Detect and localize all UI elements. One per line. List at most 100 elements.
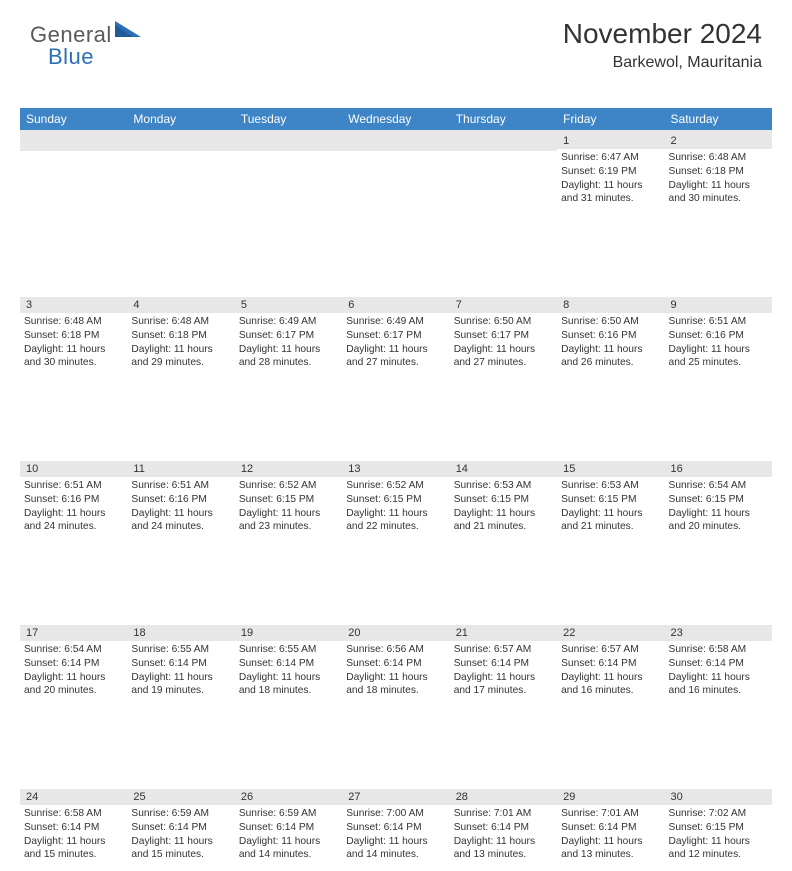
calendar-cell bbox=[450, 133, 557, 215]
day-body: Sunrise: 6:53 AMSunset: 6:15 PMDaylight:… bbox=[557, 477, 664, 534]
day-body: Sunrise: 6:57 AMSunset: 6:14 PMDaylight:… bbox=[450, 641, 557, 698]
title-location: Barkewol, Mauritania bbox=[563, 54, 762, 72]
day-header: Friday bbox=[557, 108, 664, 130]
calendar-cell: 16Sunrise: 6:54 AMSunset: 6:15 PMDayligh… bbox=[665, 461, 772, 543]
calendar-cell: 24Sunrise: 6:58 AMSunset: 6:14 PMDayligh… bbox=[20, 789, 127, 871]
day-body: Sunrise: 7:00 AMSunset: 6:14 PMDaylight:… bbox=[342, 805, 449, 862]
day-number: 18 bbox=[127, 625, 234, 641]
day-header: Thursday bbox=[450, 108, 557, 130]
day-body: Sunrise: 6:48 AMSunset: 6:18 PMDaylight:… bbox=[20, 313, 127, 370]
calendar-week: 3Sunrise: 6:48 AMSunset: 6:18 PMDaylight… bbox=[20, 297, 772, 379]
day-number: 29 bbox=[557, 789, 664, 805]
day-number: 3 bbox=[20, 297, 127, 313]
day-body: Sunrise: 6:48 AMSunset: 6:18 PMDaylight:… bbox=[665, 149, 772, 206]
day-number: 21 bbox=[450, 625, 557, 641]
calendar-cell: 22Sunrise: 6:57 AMSunset: 6:14 PMDayligh… bbox=[557, 625, 664, 707]
calendar-cell: 2Sunrise: 6:48 AMSunset: 6:18 PMDaylight… bbox=[665, 133, 772, 215]
calendar-cell: 18Sunrise: 6:55 AMSunset: 6:14 PMDayligh… bbox=[127, 625, 234, 707]
day-number-empty bbox=[450, 133, 557, 151]
day-number: 27 bbox=[342, 789, 449, 805]
day-number-empty bbox=[342, 133, 449, 151]
calendar-cell: 20Sunrise: 6:56 AMSunset: 6:14 PMDayligh… bbox=[342, 625, 449, 707]
calendar-cell: 23Sunrise: 6:58 AMSunset: 6:14 PMDayligh… bbox=[665, 625, 772, 707]
calendar-cell: 8Sunrise: 6:50 AMSunset: 6:16 PMDaylight… bbox=[557, 297, 664, 379]
day-number: 25 bbox=[127, 789, 234, 805]
week-separator bbox=[20, 707, 772, 789]
calendar-cell: 26Sunrise: 6:59 AMSunset: 6:14 PMDayligh… bbox=[235, 789, 342, 871]
header-right: November 2024 Barkewol, Mauritania bbox=[563, 18, 762, 72]
day-number: 9 bbox=[665, 297, 772, 313]
calendar-cell: 3Sunrise: 6:48 AMSunset: 6:18 PMDaylight… bbox=[20, 297, 127, 379]
day-body: Sunrise: 6:48 AMSunset: 6:18 PMDaylight:… bbox=[127, 313, 234, 370]
calendar-week: 10Sunrise: 6:51 AMSunset: 6:16 PMDayligh… bbox=[20, 461, 772, 543]
day-number: 6 bbox=[342, 297, 449, 313]
day-body: Sunrise: 6:59 AMSunset: 6:14 PMDaylight:… bbox=[235, 805, 342, 862]
calendar-cell: 1Sunrise: 6:47 AMSunset: 6:19 PMDaylight… bbox=[557, 133, 664, 215]
calendar-cell: 27Sunrise: 7:00 AMSunset: 6:14 PMDayligh… bbox=[342, 789, 449, 871]
day-body: Sunrise: 6:58 AMSunset: 6:14 PMDaylight:… bbox=[20, 805, 127, 862]
brand-logo: General Blue bbox=[30, 22, 141, 48]
day-number: 14 bbox=[450, 461, 557, 477]
title-month: November 2024 bbox=[563, 18, 762, 50]
day-number: 7 bbox=[450, 297, 557, 313]
calendar-cell: 15Sunrise: 6:53 AMSunset: 6:15 PMDayligh… bbox=[557, 461, 664, 543]
calendar-cell: 5Sunrise: 6:49 AMSunset: 6:17 PMDaylight… bbox=[235, 297, 342, 379]
calendar-cell bbox=[342, 133, 449, 215]
day-body: Sunrise: 7:02 AMSunset: 6:15 PMDaylight:… bbox=[665, 805, 772, 862]
day-header: Saturday bbox=[665, 108, 772, 130]
calendar-cell: 30Sunrise: 7:02 AMSunset: 6:15 PMDayligh… bbox=[665, 789, 772, 871]
day-number: 5 bbox=[235, 297, 342, 313]
day-number: 10 bbox=[20, 461, 127, 477]
day-body: Sunrise: 6:55 AMSunset: 6:14 PMDaylight:… bbox=[235, 641, 342, 698]
day-number: 20 bbox=[342, 625, 449, 641]
day-number: 17 bbox=[20, 625, 127, 641]
day-body: Sunrise: 6:49 AMSunset: 6:17 PMDaylight:… bbox=[235, 313, 342, 370]
calendar-week: 24Sunrise: 6:58 AMSunset: 6:14 PMDayligh… bbox=[20, 789, 772, 871]
calendar-cell bbox=[235, 133, 342, 215]
day-number: 11 bbox=[127, 461, 234, 477]
day-body: Sunrise: 6:55 AMSunset: 6:14 PMDaylight:… bbox=[127, 641, 234, 698]
day-body: Sunrise: 6:51 AMSunset: 6:16 PMDaylight:… bbox=[127, 477, 234, 534]
day-body: Sunrise: 6:52 AMSunset: 6:15 PMDaylight:… bbox=[235, 477, 342, 534]
week-separator bbox=[20, 379, 772, 461]
day-body: Sunrise: 6:49 AMSunset: 6:17 PMDaylight:… bbox=[342, 313, 449, 370]
brand-triangle-icon bbox=[115, 19, 141, 42]
day-body: Sunrise: 6:53 AMSunset: 6:15 PMDaylight:… bbox=[450, 477, 557, 534]
day-number: 28 bbox=[450, 789, 557, 805]
calendar-cell: 13Sunrise: 6:52 AMSunset: 6:15 PMDayligh… bbox=[342, 461, 449, 543]
day-body: Sunrise: 6:59 AMSunset: 6:14 PMDaylight:… bbox=[127, 805, 234, 862]
day-body: Sunrise: 6:51 AMSunset: 6:16 PMDaylight:… bbox=[20, 477, 127, 534]
calendar-cell bbox=[20, 133, 127, 215]
day-number: 4 bbox=[127, 297, 234, 313]
day-number-empty bbox=[127, 133, 234, 151]
day-body: Sunrise: 6:51 AMSunset: 6:16 PMDaylight:… bbox=[665, 313, 772, 370]
calendar-cell: 6Sunrise: 6:49 AMSunset: 6:17 PMDaylight… bbox=[342, 297, 449, 379]
day-header: Tuesday bbox=[235, 108, 342, 130]
day-number: 12 bbox=[235, 461, 342, 477]
day-number: 19 bbox=[235, 625, 342, 641]
day-number: 2 bbox=[665, 133, 772, 149]
day-header: Monday bbox=[127, 108, 234, 130]
calendar-table: SundayMondayTuesdayWednesdayThursdayFrid… bbox=[20, 108, 772, 871]
day-body: Sunrise: 6:58 AMSunset: 6:14 PMDaylight:… bbox=[665, 641, 772, 698]
day-number-empty bbox=[20, 133, 127, 151]
calendar-cell: 10Sunrise: 6:51 AMSunset: 6:16 PMDayligh… bbox=[20, 461, 127, 543]
calendar-cell: 28Sunrise: 7:01 AMSunset: 6:14 PMDayligh… bbox=[450, 789, 557, 871]
day-number: 15 bbox=[557, 461, 664, 477]
calendar-header-row: SundayMondayTuesdayWednesdayThursdayFrid… bbox=[20, 108, 772, 130]
calendar-cell: 4Sunrise: 6:48 AMSunset: 6:18 PMDaylight… bbox=[127, 297, 234, 379]
week-separator bbox=[20, 215, 772, 297]
calendar-cell bbox=[127, 133, 234, 215]
day-body: Sunrise: 6:47 AMSunset: 6:19 PMDaylight:… bbox=[557, 149, 664, 206]
calendar-cell: 9Sunrise: 6:51 AMSunset: 6:16 PMDaylight… bbox=[665, 297, 772, 379]
day-body: Sunrise: 6:57 AMSunset: 6:14 PMDaylight:… bbox=[557, 641, 664, 698]
day-body: Sunrise: 6:52 AMSunset: 6:15 PMDaylight:… bbox=[342, 477, 449, 534]
day-number: 24 bbox=[20, 789, 127, 805]
calendar-week: 17Sunrise: 6:54 AMSunset: 6:14 PMDayligh… bbox=[20, 625, 772, 707]
day-number: 8 bbox=[557, 297, 664, 313]
day-header: Sunday bbox=[20, 108, 127, 130]
calendar-cell: 21Sunrise: 6:57 AMSunset: 6:14 PMDayligh… bbox=[450, 625, 557, 707]
calendar-cell: 17Sunrise: 6:54 AMSunset: 6:14 PMDayligh… bbox=[20, 625, 127, 707]
week-separator bbox=[20, 543, 772, 625]
day-number: 23 bbox=[665, 625, 772, 641]
